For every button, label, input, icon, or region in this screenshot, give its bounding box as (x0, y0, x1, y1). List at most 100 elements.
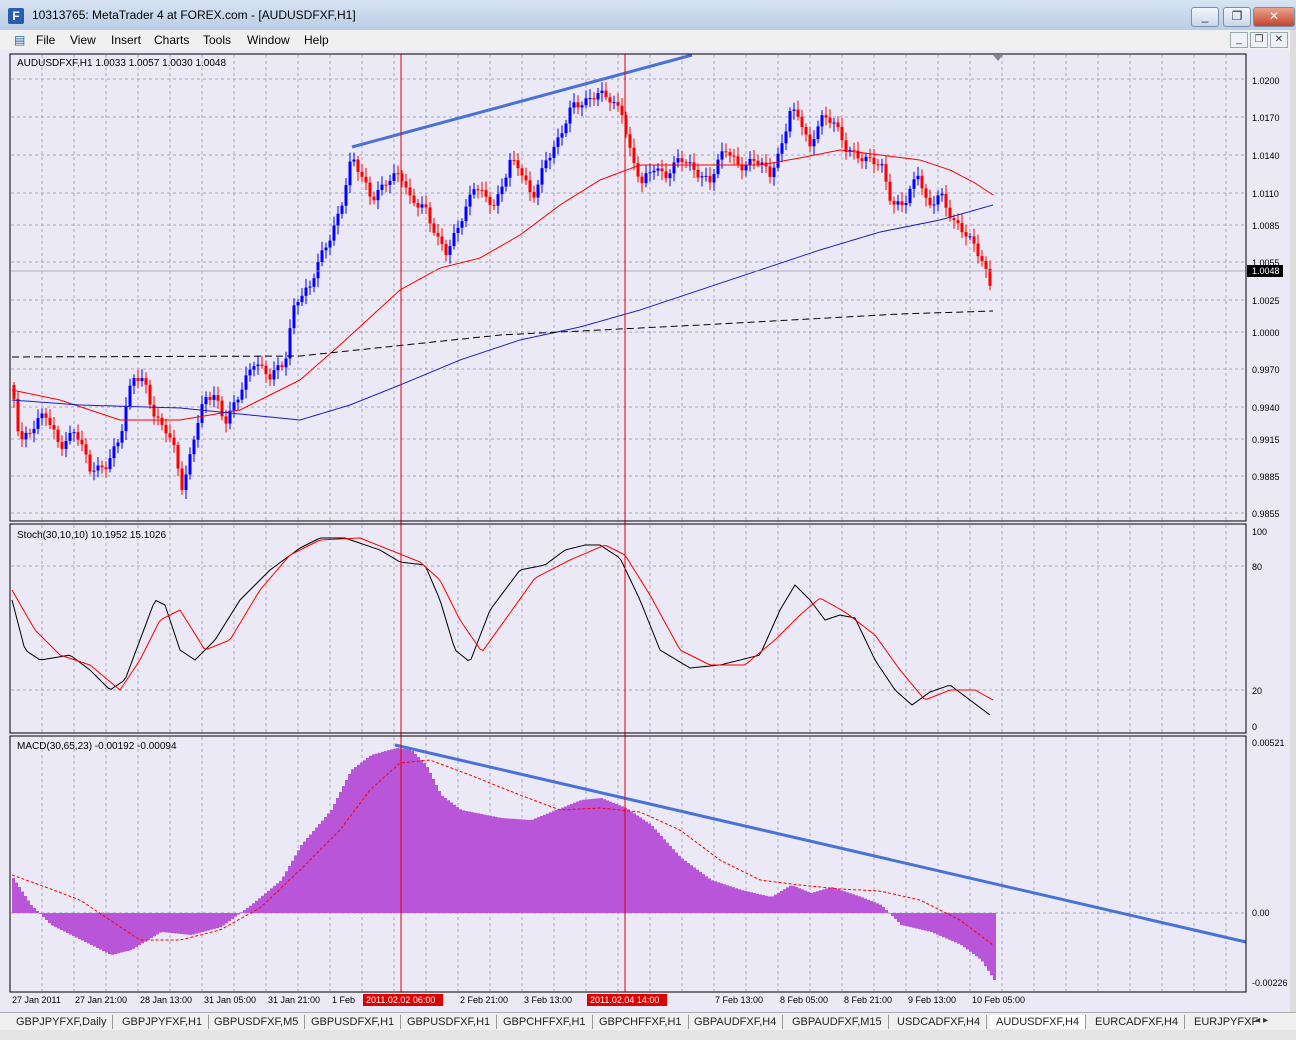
chart-tab[interactable]: EURCADFXF,H4 (1089, 1015, 1186, 1029)
candle-body (824, 115, 828, 118)
candle-body (548, 157, 552, 161)
candle-body (40, 413, 44, 419)
chart-tab[interactable]: GBPJPYFXF,Daily (10, 1015, 114, 1029)
macd-bar (846, 892, 849, 913)
menu-help[interactable]: Help (304, 33, 329, 47)
macd-bar (756, 893, 759, 913)
candle-body (344, 185, 348, 206)
close-button[interactable]: ✕ (1253, 7, 1295, 27)
menu-insert[interactable]: Insert (111, 33, 142, 47)
time-label: 7 Feb 13:00 (715, 995, 763, 1005)
candle-body (88, 454, 92, 472)
macd-bar (285, 871, 288, 914)
candle-body (764, 162, 768, 167)
price-chart[interactable]: AUDUSDFXF,H1 1.0033 1.0057 1.0030 1.0048… (0, 50, 1296, 1012)
macd-bar (93, 913, 96, 947)
candle-body (284, 358, 288, 368)
macd-bar (480, 814, 483, 913)
candle-body (588, 98, 592, 100)
macd-bar (333, 804, 336, 913)
chart-tab[interactable]: GBPUSDFXF,M5 (208, 1015, 306, 1029)
macd-bar (633, 813, 636, 913)
candle-body (636, 163, 640, 177)
macd-bar (699, 871, 702, 913)
macd-level-label: -0.00226 (1252, 978, 1288, 988)
mdi-restore-button[interactable]: ❐ (1250, 32, 1268, 48)
candle-body (820, 115, 824, 127)
macd-bar (834, 888, 837, 913)
macd-bar (531, 819, 534, 913)
chart-icon[interactable]: ▤ (14, 33, 26, 47)
chart-tab[interactable]: GBPJPYFXF,H1 (116, 1015, 210, 1029)
price-label: 1.0170 (1252, 113, 1280, 123)
chart-tab[interactable]: GBPCHFFXF,H1 (593, 1015, 689, 1029)
candle-body (952, 218, 956, 221)
macd-bar (351, 769, 354, 914)
menu-tools[interactable]: Tools (203, 33, 232, 47)
macd-bar (417, 757, 420, 913)
candle-body (396, 173, 400, 175)
stoch-level-label: 80 (1252, 562, 1262, 572)
macd-bar (318, 824, 321, 913)
chart-tab[interactable]: USDCADFXF,H4 (891, 1015, 988, 1029)
macd-bar (651, 826, 654, 913)
macd-bar (747, 891, 750, 913)
candle-body (852, 149, 856, 151)
time-label: 27 Jan 21:00 (75, 995, 127, 1005)
stoch-pane-frame (9, 523, 1247, 734)
candle-body (876, 164, 880, 166)
candle-body (664, 171, 668, 179)
mdi-minimize-button[interactable]: _ (1230, 32, 1248, 48)
chart-tab[interactable]: EURJPYFXF (1194, 1016, 1259, 1028)
candle-body (16, 398, 20, 432)
macd-bar (432, 779, 435, 913)
macd-bar (183, 913, 186, 935)
chart-tab[interactable]: GBPUSDFXF,H1 (401, 1015, 498, 1029)
macd-bar (654, 829, 657, 913)
macd-bar (804, 890, 807, 913)
candle-body (584, 98, 588, 106)
candle-body (288, 328, 292, 359)
mdi-close-button[interactable]: ✕ (1270, 32, 1288, 48)
candle-body (720, 151, 724, 160)
menu-charts[interactable]: Charts (154, 33, 190, 47)
menu-file[interactable]: File (36, 33, 56, 47)
tab-scroll-arrows-icon[interactable]: ◂ ▸ (1255, 1015, 1268, 1026)
candle-body (12, 385, 16, 399)
chart-tab[interactable]: GBPUSDFXF,H1 (305, 1015, 402, 1029)
chart-tab[interactable]: GBPAUDFXF,M15 (786, 1015, 889, 1029)
candle-body (608, 97, 612, 103)
time-label: 31 Jan 21:00 (268, 995, 320, 1005)
macd-bar (663, 839, 666, 913)
macd-bar (141, 913, 144, 944)
time-label: 3 Feb 13:00 (524, 995, 572, 1005)
candle-body (180, 468, 184, 490)
restore-button[interactable]: ❐ (1223, 7, 1251, 27)
trendlines (351, 53, 1247, 992)
macd-bar (612, 802, 615, 913)
minimize-button[interactable]: _ (1191, 7, 1219, 27)
candle-body (700, 176, 704, 178)
candle-body (652, 170, 656, 173)
chart-tab[interactable]: GBPCHFFXF,H1 (497, 1015, 593, 1029)
candle-body (956, 220, 960, 224)
menu-window[interactable]: Window (247, 33, 290, 47)
menu-view[interactable]: View (70, 33, 96, 47)
macd-bar (915, 913, 918, 929)
candle-body (564, 123, 568, 134)
macd-bar (501, 818, 504, 913)
macd-bar (153, 913, 156, 937)
candle-body (24, 432, 28, 440)
chart-window[interactable]: AUDUSDFXF,H1 1.0033 1.0057 1.0030 1.0048… (0, 50, 1296, 1012)
chart-tab-active[interactable]: AUDUSDFXF,H4 (990, 1015, 1087, 1029)
candle-body (128, 385, 132, 407)
candle-body (616, 102, 620, 106)
macd-bar (513, 818, 516, 913)
chart-tab[interactable]: GBPAUDFXF,H4 (688, 1015, 784, 1029)
macd-bar (393, 748, 396, 913)
macd-bar (96, 913, 99, 948)
macd-bar (879, 904, 882, 913)
macd-bar (813, 892, 816, 913)
candle-body (208, 397, 212, 400)
current-price-box (1247, 265, 1283, 277)
